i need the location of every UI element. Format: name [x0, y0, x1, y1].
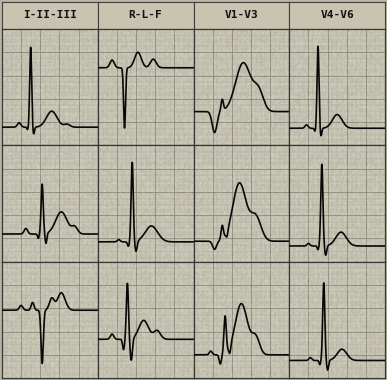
Text: V1-V3: V1-V3	[224, 10, 258, 21]
Text: V4-V6: V4-V6	[320, 10, 354, 21]
Text: I-II-III: I-II-III	[23, 10, 77, 21]
Text: R-L-F: R-L-F	[129, 10, 163, 21]
